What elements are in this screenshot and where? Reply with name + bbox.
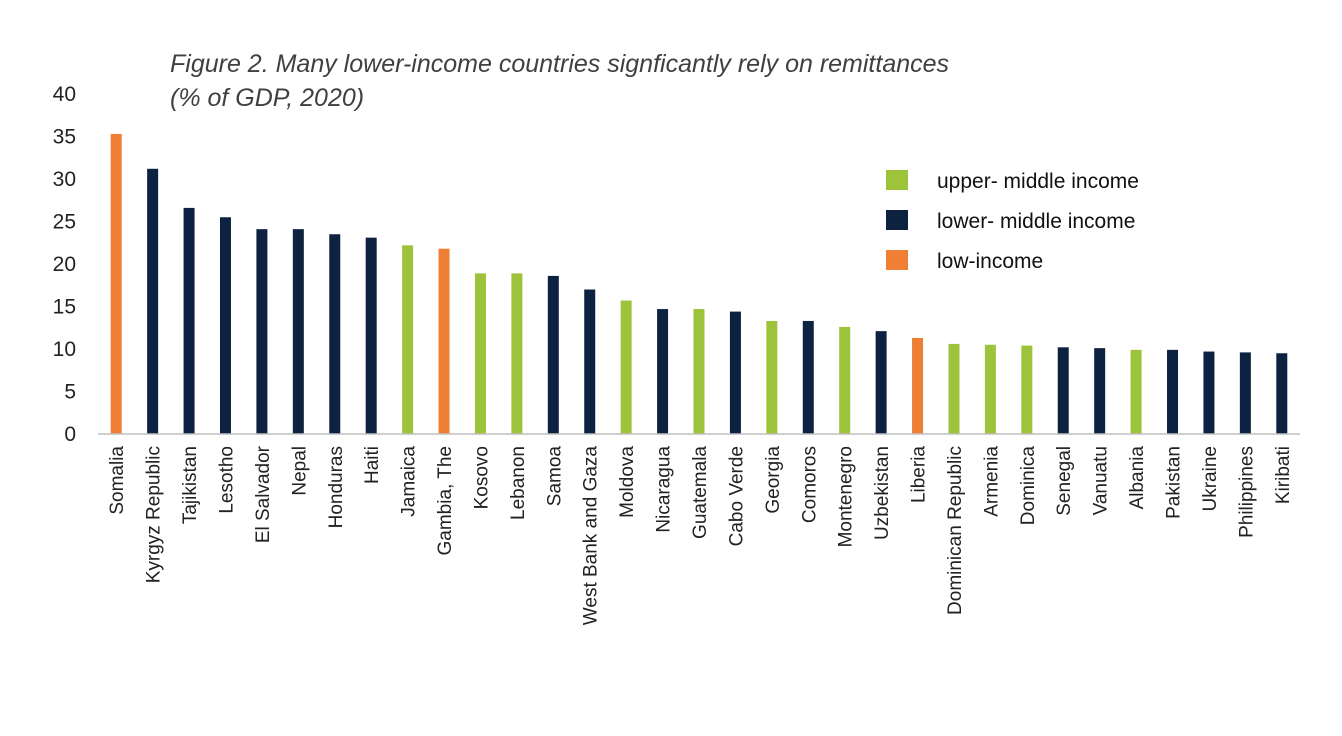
bar-uzbekistan	[875, 331, 887, 434]
bar-honduras	[329, 234, 341, 434]
x-tick-label: Uzbekistan	[872, 446, 893, 540]
x-tick-label: Liberia	[909, 446, 930, 503]
bar-dominican-republic	[948, 343, 960, 434]
x-tick-label: Haiti	[362, 446, 383, 484]
chart-title-line-1: Figure 2. Many lower-income countries si…	[170, 50, 949, 78]
x-tick-label: West Bank and Gaza	[581, 446, 602, 626]
x-tick-label: Armenia	[981, 446, 1002, 517]
x-tick-label: Kosovo	[471, 446, 492, 509]
x-tick-label: Vanuatu	[1091, 446, 1112, 515]
bar-armenia	[984, 344, 996, 434]
bars-group	[110, 133, 1288, 435]
x-tick-label: Philippines	[1236, 446, 1257, 538]
y-tick-label: 10	[53, 338, 76, 361]
y-tick-label: 35	[53, 126, 76, 149]
chart-title-line-2: (% of GDP, 2020)	[170, 84, 364, 112]
x-tick-label: Dominica	[1018, 446, 1039, 526]
bar-dominica	[1021, 345, 1033, 434]
y-tick-label: 15	[53, 296, 76, 319]
y-tick-label: 5	[64, 381, 76, 404]
bar-senegal	[1057, 347, 1069, 434]
x-tick-label: Tajikistan	[180, 446, 201, 524]
legend-swatch-low	[886, 250, 908, 270]
x-tick-label: Montenegro	[836, 446, 857, 547]
legend-label-upper: upper- middle income	[937, 170, 1139, 193]
x-tick-label: Nicaragua	[654, 446, 675, 533]
bar-montenegro	[839, 326, 851, 434]
bar-kosovo	[474, 273, 486, 434]
bar-guatemala	[693, 309, 705, 434]
x-tick-label: Lesotho	[216, 446, 237, 514]
legend-swatch-lower	[886, 210, 908, 230]
x-tick-label: Dominican Republic	[945, 446, 966, 615]
bar-somalia	[110, 133, 122, 434]
bar-haiti	[365, 237, 377, 434]
x-tick-label: Cabo Verde	[726, 446, 747, 546]
x-tick-label: Jamaica	[399, 446, 420, 517]
bar-georgia	[766, 320, 778, 434]
bar-el-salvador	[256, 229, 268, 434]
x-tick-label: Ukraine	[1200, 446, 1221, 511]
y-tick-label: 30	[53, 168, 76, 191]
legend: upper- middle income lower- middle income…	[886, 170, 1139, 273]
x-tick-label: Georgia	[763, 446, 784, 514]
y-axis: 0 5 10 15 20 25 30 35 40	[53, 83, 76, 446]
x-tick-label: Gambia, The	[435, 446, 456, 555]
legend-swatch-upper	[886, 170, 908, 190]
x-tick-labels: Somalia Kyrgyz Republic Tajikistan Lesotho E…	[107, 445, 1294, 625]
bar-vanuatu	[1094, 348, 1106, 434]
x-tick-label: Somalia	[107, 446, 128, 515]
y-tick-label: 0	[64, 423, 76, 446]
bar-cabo-verde	[729, 311, 741, 434]
bar-ukraine	[1203, 351, 1215, 434]
x-tick-label: Kyrgyz Republic	[144, 446, 165, 583]
bar-moldova	[620, 300, 632, 434]
x-tick-label: Senegal	[1054, 446, 1075, 516]
y-tick-label: 40	[53, 83, 76, 106]
bar-nepal	[292, 229, 304, 434]
x-tick-label: El Salvador	[253, 445, 274, 543]
bar-albania	[1130, 349, 1142, 434]
x-tick-label: Honduras	[326, 446, 347, 528]
x-tick-label: Nepal	[289, 446, 310, 496]
bar-jamaica	[402, 245, 414, 434]
bar-kyrgyz-republic	[147, 168, 159, 435]
bar-west-bank-and-gaza	[584, 289, 596, 434]
x-tick-label: Pakistan	[1164, 446, 1185, 519]
bar-comoros	[802, 320, 814, 434]
bar-pakistan	[1167, 349, 1179, 434]
x-tick-label: Moldova	[617, 446, 638, 518]
bar-kiribati	[1276, 353, 1288, 434]
bar-nicaragua	[657, 309, 669, 434]
x-tick-label: Albania	[1127, 446, 1148, 510]
bar-tajikistan	[183, 207, 195, 434]
x-tick-label: Lebanon	[508, 446, 529, 520]
x-tick-label: Comoros	[799, 446, 820, 523]
x-tick-label: Guatemala	[690, 446, 711, 539]
x-tick-label: Samoa	[544, 446, 565, 507]
bar-lebanon	[511, 273, 523, 434]
bar-liberia	[912, 337, 924, 434]
y-tick-label: 25	[53, 211, 76, 234]
x-tick-label: Kiribati	[1273, 446, 1294, 504]
legend-label-low: low-income	[937, 250, 1043, 273]
bar-lesotho	[219, 217, 231, 434]
y-tick-label: 20	[53, 253, 76, 276]
bar-philippines	[1239, 352, 1251, 434]
bar-gambia-the	[438, 248, 450, 434]
bar-samoa	[547, 275, 559, 434]
legend-label-lower: lower- middle income	[937, 210, 1135, 233]
